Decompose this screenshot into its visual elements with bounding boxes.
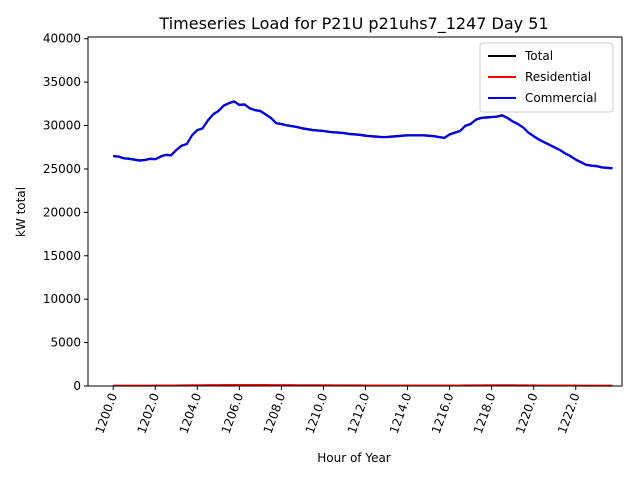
y-tick-label: 10000: [43, 292, 81, 306]
legend-box: [479, 42, 614, 113]
y-tick-label: 40000: [43, 32, 81, 46]
y-tick-label: 0: [73, 379, 81, 393]
y-tick-label: 35000: [43, 75, 81, 89]
plot-area-frame: [87, 36, 623, 387]
chart-title: Timeseries Load for P21U p21uhs7_1247 Da…: [158, 14, 548, 34]
series-line-commercial: [113, 100, 613, 170]
y-tick-label: 15000: [43, 249, 81, 263]
y-tick-label: 5000: [50, 336, 81, 350]
series-layer: [113, 100, 613, 387]
legend-label-commercial: Commercial: [525, 91, 597, 105]
y-axis-label: kW total: [14, 187, 28, 237]
x-axis-label: Hour of Year: [317, 451, 391, 465]
y-tick-label: 25000: [43, 162, 81, 176]
y-tick-label: 30000: [43, 119, 81, 133]
series-line-residential: [113, 383, 613, 387]
legend: Total Residential Commercial: [479, 42, 614, 113]
y-axis-ticks: 0 5000 10000 15000 20000 25000 30000 35000 40000: [43, 32, 88, 393]
legend-label-total: Total: [524, 49, 553, 63]
y-tick-label: 20000: [43, 205, 81, 219]
legend-label-residential: Residential: [525, 70, 591, 84]
